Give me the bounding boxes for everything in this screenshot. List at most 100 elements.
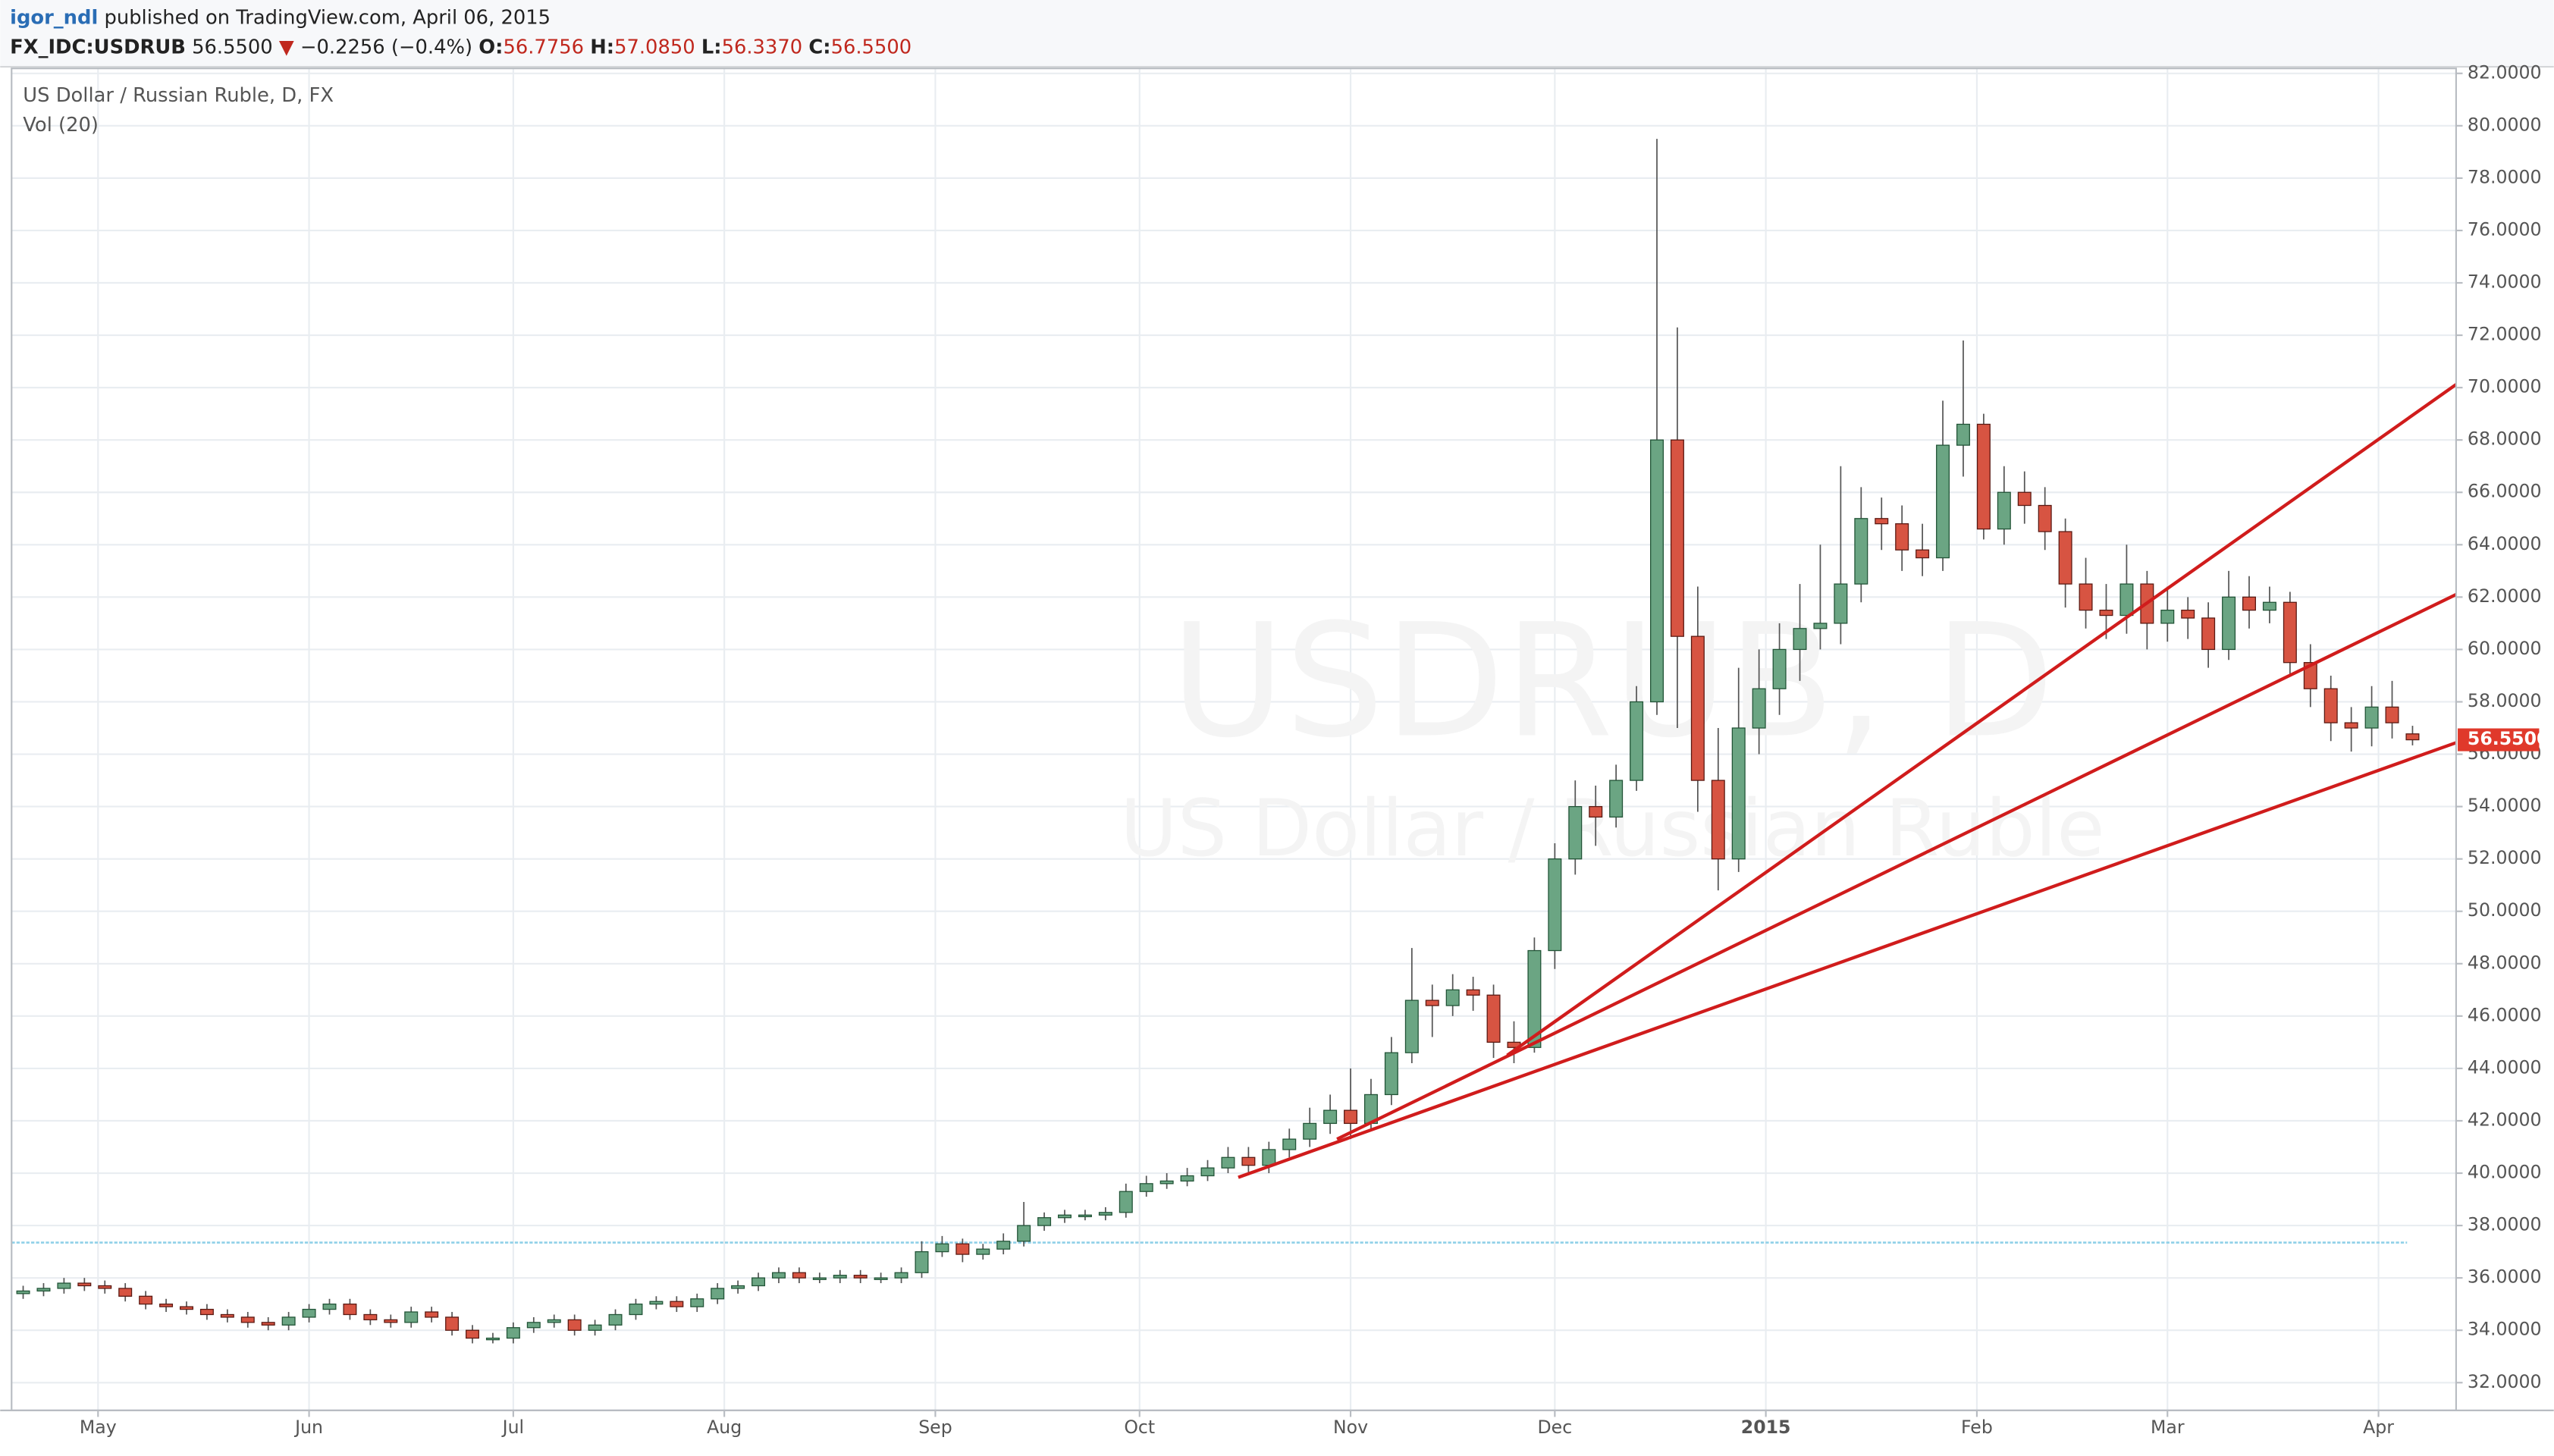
candle-body <box>649 1301 664 1305</box>
y-tick-label: 38.0000 <box>2468 1214 2542 1235</box>
ohlc-label: O: <box>478 36 503 58</box>
y-tick-label: 70.0000 <box>2468 376 2542 397</box>
ohlc-value: 56.3370 <box>722 36 803 58</box>
y-tick-label: 58.0000 <box>2468 690 2542 711</box>
quote-line: FX_IDC:USDRUB 56.5500 ▼ −0.2256 (−0.4%) … <box>10 36 911 58</box>
candle-body <box>1956 423 1970 446</box>
candle-body <box>1916 549 1930 559</box>
candle-body <box>2222 596 2236 651</box>
candle-body <box>485 1337 500 1341</box>
candle-body <box>220 1313 234 1318</box>
candle-body <box>690 1298 704 1307</box>
candle-body <box>281 1316 296 1326</box>
y-tick-label: 52.0000 <box>2468 847 2542 868</box>
candle-body <box>2119 583 2134 617</box>
candle-body <box>2385 706 2399 723</box>
candle-body <box>731 1285 745 1289</box>
candle-body <box>588 1324 602 1331</box>
candle-body <box>1731 727 1746 860</box>
candle-body <box>996 1241 1011 1250</box>
x-tick-label: Jul <box>501 1417 525 1438</box>
candle-body <box>2099 609 2113 617</box>
y-tick-label: 62.0000 <box>2468 585 2542 607</box>
candle-body <box>1037 1217 1052 1226</box>
candle-body <box>1221 1156 1235 1169</box>
candle-body <box>1711 780 1725 860</box>
candle-body <box>2160 609 2175 624</box>
axes: 32.0000 34.0000 36.0000 38.0000 40.0000 42.00… <box>80 61 2549 1438</box>
candle-body <box>506 1327 520 1339</box>
x-tick-label: Dec <box>1538 1417 1573 1438</box>
candle-body <box>567 1319 582 1331</box>
candle-body <box>2262 601 2276 611</box>
candle-body <box>77 1282 92 1287</box>
trend-line <box>1336 592 2457 1141</box>
candle-body <box>343 1304 357 1316</box>
candle-body <box>445 1316 460 1331</box>
candle-body <box>1384 1052 1398 1096</box>
candle-body <box>1058 1214 1072 1219</box>
y-tick-label: 54.0000 <box>2468 795 2542 816</box>
candle-body <box>2242 596 2256 611</box>
candle-body <box>1670 439 1684 637</box>
candle-body <box>1180 1175 1194 1182</box>
y-tick-label: 48.0000 <box>2468 952 2542 973</box>
direction: ▼ <box>279 36 294 58</box>
candle-body <box>1527 949 1542 1048</box>
x-tick-label: Feb <box>1961 1417 1993 1438</box>
candle-body <box>1875 518 1889 525</box>
y-tick-label: 64.0000 <box>2468 533 2542 554</box>
price-label: 56.5500 <box>2468 728 2549 749</box>
candle-body <box>2364 706 2379 729</box>
y-tick-label: 44.0000 <box>2468 1056 2542 1078</box>
candle-body <box>404 1311 419 1323</box>
y-tick-label: 60.0000 <box>2468 638 2542 659</box>
y-tick-label: 80.0000 <box>2468 114 2542 135</box>
candle-body <box>1159 1180 1174 1185</box>
candle-body <box>261 1322 275 1326</box>
y-tick-label: 50.0000 <box>2468 899 2542 921</box>
x-tick-label: Oct <box>1124 1417 1155 1438</box>
candle-body <box>16 1290 30 1294</box>
candle-body <box>771 1272 786 1279</box>
ohlc-label: L: <box>701 36 722 58</box>
y-tick-label: 46.0000 <box>2468 1004 2542 1025</box>
published: published on TradingView.com, April 06, … <box>105 6 551 29</box>
candle-body <box>2344 722 2358 729</box>
x-tick-label: Aug <box>707 1417 742 1438</box>
candle-body <box>1752 688 1766 729</box>
candle-body <box>1609 780 1624 818</box>
candle-body <box>1568 805 1583 860</box>
candle-body <box>2283 601 2297 664</box>
ohlc-value: 56.5500 <box>831 36 912 58</box>
candle-body <box>812 1277 827 1280</box>
candle-body <box>1017 1225 1031 1242</box>
candle-body <box>199 1308 214 1316</box>
ohlc-value: 57.0850 <box>614 36 695 58</box>
candle-body <box>1486 994 1501 1043</box>
x-tick-label: Apr <box>2363 1417 2394 1438</box>
candle-body <box>1119 1191 1133 1213</box>
candle-body <box>976 1248 990 1255</box>
candle-body <box>915 1250 929 1273</box>
user-link[interactable]: igor_ndl <box>10 6 98 29</box>
candle-body <box>1548 858 1562 952</box>
candle-body <box>874 1277 888 1280</box>
y-tick-label: 40.0000 <box>2468 1162 2542 1183</box>
symbol: FX_IDC:USDRUB <box>10 36 186 58</box>
trend-line <box>1238 741 2457 1179</box>
candle-body <box>179 1306 193 1310</box>
candle-body <box>853 1275 868 1279</box>
candle-body <box>1936 444 1950 559</box>
x-tick-label: Sep <box>918 1417 952 1438</box>
candle-body <box>751 1277 766 1287</box>
watermark: USDRUB, D <box>1170 590 2054 772</box>
candle-body <box>1303 1122 1317 1140</box>
y-tick-label: 82.0000 <box>2468 61 2542 83</box>
legend: US Dollar / Russian Ruble, D, FX <box>23 84 334 107</box>
candle-body <box>1323 1109 1338 1125</box>
